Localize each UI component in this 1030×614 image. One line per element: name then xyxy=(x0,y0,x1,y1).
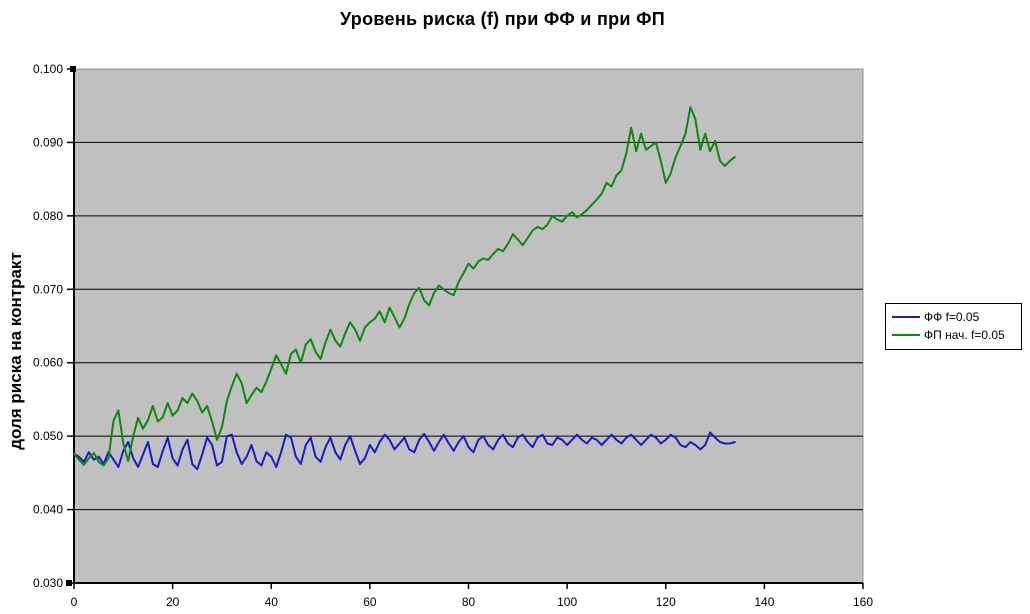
legend[interactable]: ФФ f=0.05 ФП нач. f=0.05 xyxy=(885,303,1022,350)
legend-entry-fp[interactable]: ФП нач. f=0.05 xyxy=(886,326,1021,344)
x-tick-label: 40 xyxy=(265,595,279,609)
series-line-1 xyxy=(73,106,736,467)
chart-title: Уровень риска (f) при ФФ и при ФП xyxy=(340,9,665,29)
legend-label-ff: ФФ f=0.05 xyxy=(924,310,980,324)
y-tick-label: 0.060 xyxy=(33,356,63,370)
axis-selection-handle-bottom[interactable] xyxy=(66,580,72,586)
x-tick-label: 100 xyxy=(557,595,577,609)
y-tick-label: 0.050 xyxy=(33,429,63,443)
axis-selection-handle-top[interactable] xyxy=(70,66,76,72)
plot-background xyxy=(73,68,864,584)
y-tick-label: 0.030 xyxy=(33,576,63,590)
y-tick-label: 0.070 xyxy=(33,282,63,296)
x-tick-label: 140 xyxy=(754,595,774,609)
y-tick-label: 0.100 xyxy=(33,62,63,76)
y-tick-label: 0.090 xyxy=(33,135,63,149)
y-tick-label: 0.080 xyxy=(33,209,63,223)
x-tick-label: 80 xyxy=(462,595,476,609)
x-tick-label: 20 xyxy=(166,595,180,609)
series-line-0 xyxy=(73,431,736,471)
y-axis-title: доля риска на контракт xyxy=(6,252,25,450)
x-tick-label: 60 xyxy=(363,595,377,609)
x-tick-label: 160 xyxy=(853,595,873,609)
legend-label-fp: ФП нач. f=0.05 xyxy=(924,328,1005,342)
x-tick-label: 0 xyxy=(71,595,78,609)
legend-entry-ff[interactable]: ФФ f=0.05 xyxy=(886,308,1021,326)
legend-line-swatch-fp xyxy=(892,334,920,336)
x-tick-label: 120 xyxy=(656,595,676,609)
y-tick-label: 0.040 xyxy=(33,503,63,517)
legend-line-swatch-ff xyxy=(892,316,920,318)
